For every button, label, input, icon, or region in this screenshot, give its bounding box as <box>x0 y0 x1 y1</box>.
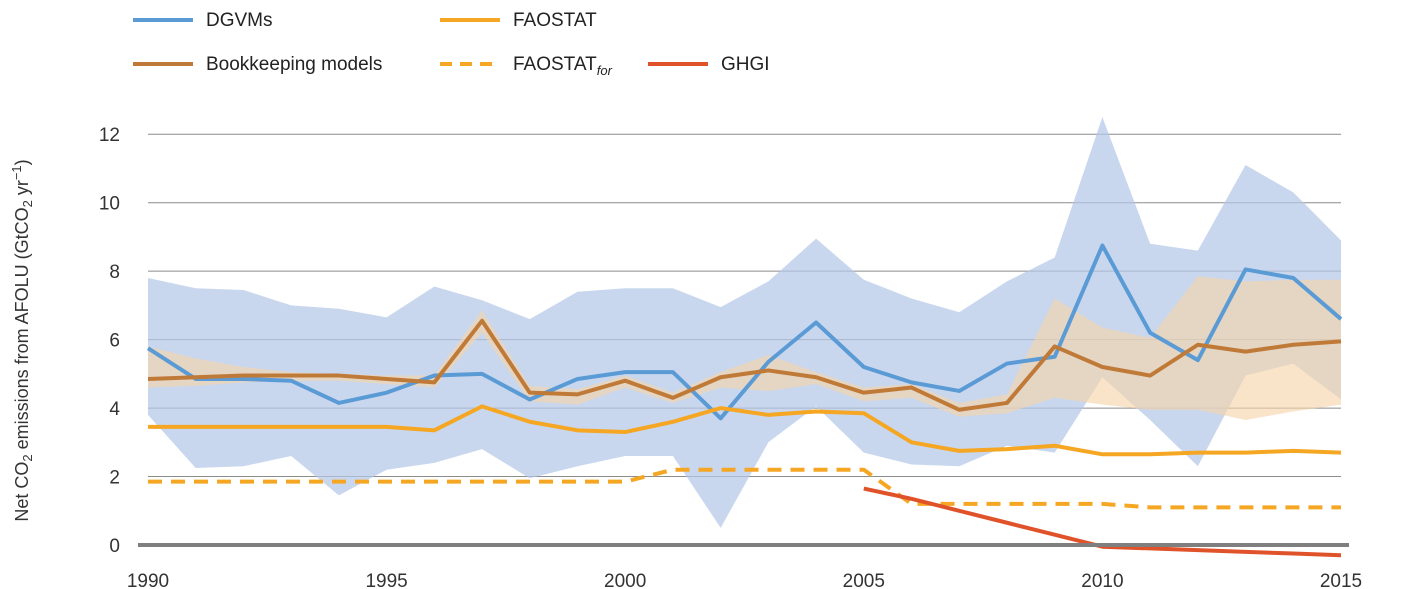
y-tick-label: 6 <box>109 331 120 352</box>
legend: DGVMs FAOSTAT Bookkeeping models FAOSTATfor… <box>133 10 770 78</box>
y-tick-label: 2 <box>109 468 120 489</box>
y-axis-label-part: 2 <box>20 200 35 207</box>
y-tick-label: 0 <box>109 536 120 557</box>
legend-item-faostat: FAOSTAT <box>440 10 597 31</box>
bookkeeping-band-area <box>148 276 1341 421</box>
y-tick-label: 12 <box>99 125 120 146</box>
y-tick-label: 8 <box>109 262 120 283</box>
y-tick-label: 10 <box>99 194 120 215</box>
legend-label: FAOSTAT <box>513 10 597 31</box>
y-axis-label-part: emissions from AFOLU (GtCO <box>12 207 32 454</box>
legend-label: GHGI <box>721 54 770 75</box>
dgvm-line <box>146 243 1343 421</box>
y-axis-label-part: −1 <box>9 165 24 180</box>
x-tick-label: 2015 <box>1320 571 1362 589</box>
uncertainty-bands <box>148 117 1341 528</box>
x-tick-label: 2005 <box>843 571 885 589</box>
y-axis-label-part: Net CO <box>12 462 32 522</box>
y-axis-label-part: yr <box>12 180 32 200</box>
axes: 0 2 4 6 8 10 12 1990 1995 2000 2005 2010 2015 <box>99 125 1362 589</box>
x-tick-label: 2000 <box>604 571 646 589</box>
y-tick-label: 4 <box>109 399 120 420</box>
faostat-line <box>148 404 1342 457</box>
legend-item-bookkeeping: Bookkeeping models <box>133 54 382 75</box>
x-tick-label: 2010 <box>1081 571 1123 589</box>
bookkeeping-line <box>147 318 1342 412</box>
x-tick-label: 1995 <box>365 571 407 589</box>
legend-label: DGVMs <box>206 10 273 31</box>
legend-item-ghgi: GHGI <box>648 54 770 75</box>
legend-item-dgvm: DGVMs <box>133 10 273 31</box>
legend-label: Bookkeeping models <box>206 54 382 75</box>
series-lines <box>146 243 1343 558</box>
legend-label: FAOSTATfor <box>513 54 613 78</box>
y-axis-label-part: ) <box>12 159 32 165</box>
x-tick-label: 1990 <box>127 571 169 589</box>
y-axis-label: Net CO2 emissions from AFOLU (GtCO2 yr−1… <box>9 159 35 521</box>
y-axis-label-part: 2 <box>20 454 35 461</box>
legend-item-faostat-for: FAOSTATfor <box>440 54 613 78</box>
